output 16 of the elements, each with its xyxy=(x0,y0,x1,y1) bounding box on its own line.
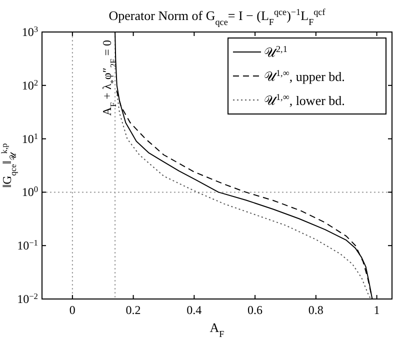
x-tick-label: 1 xyxy=(374,303,380,317)
x-tick-label: 0.8 xyxy=(308,303,324,317)
legend-label: 𝒰$^{1,∞}$, lower bd. xyxy=(264,92,345,108)
x-tick-label: 0.6 xyxy=(248,303,263,317)
y-tick-label: 10$^{−2}$ xyxy=(17,292,38,306)
legend-label: 𝒰$^{2,1}$ xyxy=(264,44,288,60)
legend-label: 𝒰$^{1,∞}$, upper bd. xyxy=(264,68,345,84)
y-tick-label: 10$^{1}$ xyxy=(22,131,38,146)
x-axis-title: A$_{F}$ xyxy=(210,320,224,338)
y-tick-label: 10$^{0}$ xyxy=(22,184,38,200)
y-tick-label: 10$^{−1}$ xyxy=(17,238,38,253)
x-tick-label: 0 xyxy=(69,303,76,317)
y-tick-label: 10$^{2}$ xyxy=(22,78,38,92)
x-tick-label: 0.2 xyxy=(126,303,141,317)
x-tick-label: 0.4 xyxy=(186,303,202,317)
y-tick-label: 10$^{3}$ xyxy=(22,24,38,39)
